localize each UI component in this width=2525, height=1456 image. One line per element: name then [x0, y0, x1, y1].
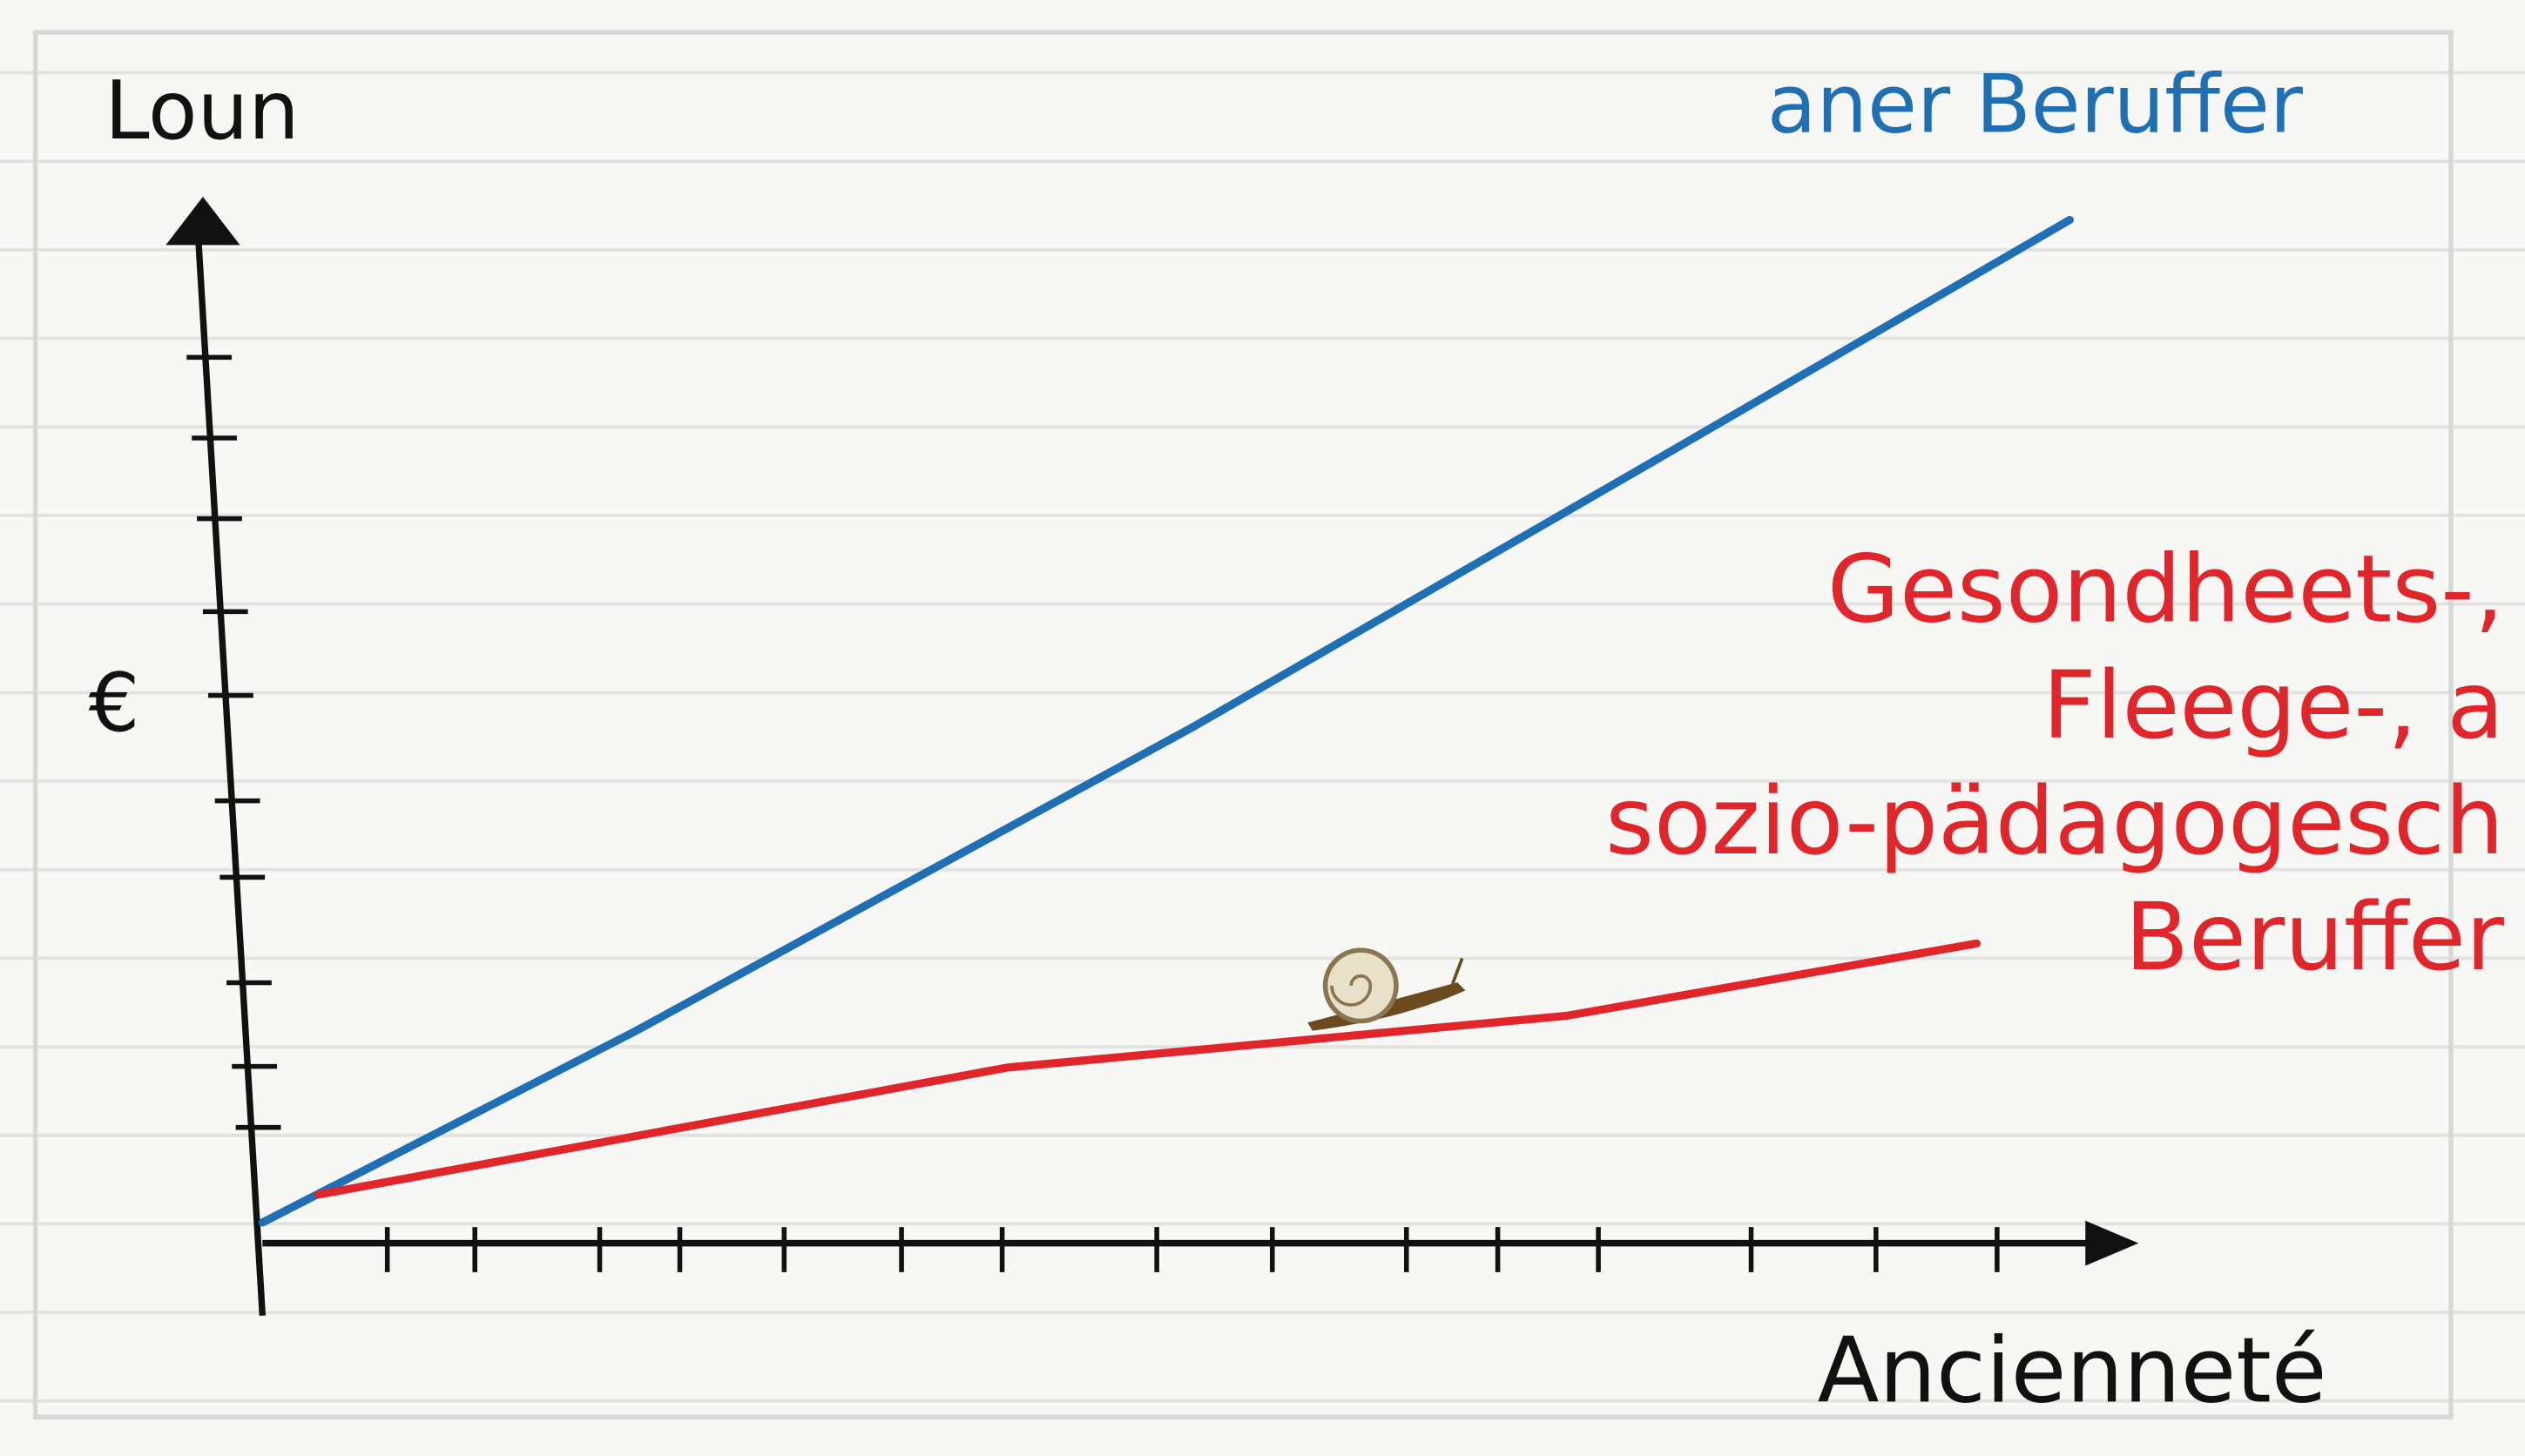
y-unit: €	[89, 656, 140, 750]
legend-label: Fleege-, a	[2042, 651, 2504, 760]
y-axis-label: Loun	[105, 64, 300, 158]
legend-label: Beruffer	[2124, 883, 2504, 992]
legend-label: Gesondheets-,	[1827, 536, 2504, 644]
snail-shell	[1326, 950, 1396, 1021]
chart: Loun € Ancienneté aner Beruffer Gesondhee…	[0, 0, 2525, 1456]
legend-label: sozio-pädagogesch	[1605, 767, 2504, 876]
x-axis-label: Ancienneté	[1818, 1318, 2327, 1423]
page: Loun € Ancienneté aner Beruffer Gesondhee…	[0, 0, 2525, 1456]
legend-label: aner Beruffer	[1767, 57, 2303, 151]
